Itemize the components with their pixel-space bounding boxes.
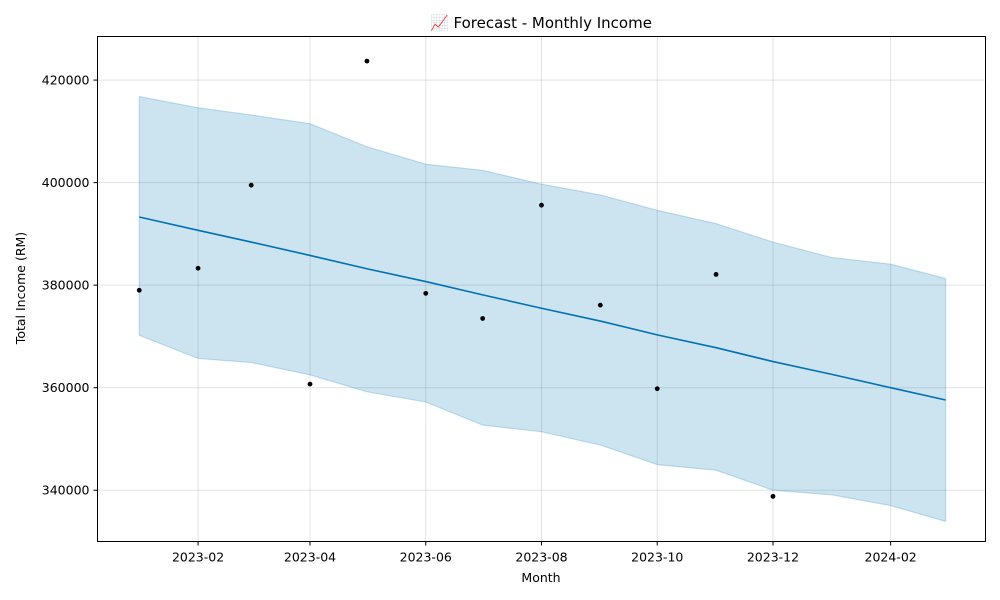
forecast-line — [139, 216, 946, 401]
actual-point — [307, 381, 313, 387]
x-tick-label: 2023-10 — [631, 550, 683, 565]
actual-point — [248, 182, 254, 188]
plot-frame — [97, 36, 986, 542]
actual-point — [539, 202, 544, 208]
x-axis-label: Month — [521, 570, 560, 585]
x-tick-label: 2023-12 — [747, 550, 799, 565]
actual-point — [423, 290, 429, 296]
forecast-line-layer — [139, 216, 946, 401]
x-tick-label: 2023-02 — [172, 550, 224, 565]
y-tick-label: 340000 — [42, 483, 90, 498]
actual-point — [597, 302, 603, 308]
chart-title: 📈 Forecast - Monthly Income — [430, 14, 652, 32]
y-axis-label: Total Income (RM) — [13, 232, 28, 345]
x-tick-label: 2023-04 — [284, 550, 336, 565]
actual-point — [654, 386, 660, 392]
grid — [97, 36, 986, 542]
actual-point — [136, 287, 142, 293]
actual-point — [195, 265, 201, 271]
x-tick-label: 2023-08 — [515, 550, 567, 565]
x-tick-label: 2024-02 — [865, 550, 917, 565]
y-tick-label: 400000 — [42, 175, 90, 190]
x-tick-label: 2023-06 — [400, 550, 452, 565]
axis-ticks: 2023-02 2023-04 2023-06 2023-08 2023-10 2023-… — [42, 73, 917, 565]
actual-point — [480, 316, 486, 321]
y-tick-label: 360000 — [42, 380, 90, 395]
y-tick-label: 380000 — [42, 278, 90, 293]
actual-point — [364, 58, 370, 64]
y-tick-label: 420000 — [42, 73, 90, 88]
actual-points-layer — [136, 58, 776, 499]
actual-point — [770, 493, 776, 499]
actual-point — [713, 271, 719, 277]
